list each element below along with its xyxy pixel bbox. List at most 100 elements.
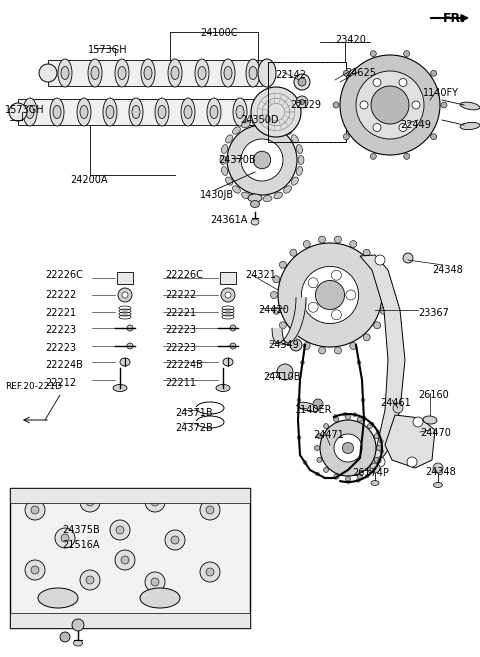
Circle shape (404, 153, 410, 160)
Circle shape (334, 415, 337, 419)
Circle shape (413, 417, 423, 427)
Circle shape (324, 424, 329, 428)
Circle shape (301, 266, 359, 324)
Ellipse shape (38, 588, 78, 608)
Circle shape (313, 399, 323, 409)
Ellipse shape (207, 98, 221, 126)
Text: 1573GH: 1573GH (88, 45, 128, 55)
Bar (48, 60, 262, 86)
Circle shape (383, 292, 389, 298)
Circle shape (431, 134, 437, 140)
Bar (268, 62, 346, 142)
Circle shape (206, 568, 214, 576)
Circle shape (225, 292, 231, 298)
Circle shape (303, 461, 307, 464)
Circle shape (296, 96, 308, 108)
Circle shape (290, 249, 297, 256)
Text: 22223: 22223 (165, 343, 196, 353)
Circle shape (80, 492, 100, 512)
Bar (268, 62, 346, 142)
Ellipse shape (291, 177, 298, 185)
Ellipse shape (460, 102, 480, 110)
Text: 23367: 23367 (418, 308, 449, 318)
Text: FR.: FR. (443, 12, 466, 25)
Ellipse shape (58, 59, 72, 87)
Circle shape (251, 87, 301, 137)
Circle shape (380, 307, 387, 314)
Circle shape (324, 467, 329, 472)
Circle shape (356, 478, 360, 482)
Circle shape (361, 398, 365, 402)
Ellipse shape (226, 177, 233, 185)
Ellipse shape (232, 127, 240, 134)
Circle shape (60, 632, 70, 642)
Circle shape (151, 578, 159, 586)
Ellipse shape (263, 118, 272, 124)
Circle shape (300, 361, 304, 365)
Circle shape (373, 124, 381, 131)
Circle shape (360, 437, 364, 441)
Circle shape (353, 413, 357, 417)
Ellipse shape (274, 122, 283, 128)
Circle shape (374, 434, 379, 439)
Text: 23420: 23420 (335, 35, 366, 45)
Circle shape (118, 288, 132, 302)
Ellipse shape (297, 402, 319, 412)
Bar (18, 99, 268, 125)
Text: 22129: 22129 (290, 100, 321, 110)
Circle shape (367, 467, 372, 472)
Text: 22221: 22221 (45, 308, 76, 318)
Ellipse shape (284, 127, 291, 134)
Ellipse shape (198, 66, 206, 79)
Circle shape (375, 255, 385, 265)
Circle shape (347, 480, 350, 484)
Ellipse shape (241, 192, 250, 199)
Ellipse shape (184, 106, 192, 118)
Circle shape (376, 430, 380, 434)
Text: 24370B: 24370B (218, 155, 256, 165)
Circle shape (221, 288, 235, 302)
Circle shape (393, 403, 403, 413)
Ellipse shape (284, 186, 291, 193)
Ellipse shape (115, 59, 129, 87)
Ellipse shape (233, 98, 247, 126)
Ellipse shape (298, 156, 304, 164)
Text: REF.20-221D: REF.20-221D (5, 382, 62, 391)
Ellipse shape (118, 66, 126, 79)
Ellipse shape (141, 59, 155, 87)
Circle shape (315, 472, 320, 476)
Circle shape (61, 534, 69, 542)
Bar (10, 488, 250, 503)
Circle shape (412, 101, 420, 109)
Text: 22449: 22449 (400, 120, 431, 130)
Ellipse shape (460, 122, 480, 129)
Circle shape (376, 445, 382, 451)
Circle shape (294, 74, 310, 90)
Text: 24470: 24470 (420, 428, 451, 438)
Circle shape (320, 420, 376, 476)
Bar (220, 272, 236, 284)
Circle shape (145, 572, 165, 592)
Circle shape (380, 276, 387, 283)
Circle shape (145, 492, 165, 512)
Text: 22224B: 22224B (45, 360, 83, 370)
Text: 24461: 24461 (380, 398, 411, 408)
Ellipse shape (91, 66, 99, 79)
Circle shape (352, 462, 356, 466)
Ellipse shape (241, 122, 250, 128)
Text: 22226C: 22226C (165, 270, 203, 280)
Circle shape (375, 457, 385, 467)
Ellipse shape (232, 186, 240, 193)
Circle shape (116, 526, 124, 534)
Circle shape (121, 556, 129, 564)
Text: 24471: 24471 (313, 430, 344, 440)
Text: 24200A: 24200A (70, 175, 108, 185)
Ellipse shape (129, 98, 143, 126)
Circle shape (358, 474, 362, 479)
Ellipse shape (181, 98, 195, 126)
Text: 22221: 22221 (165, 308, 196, 318)
Ellipse shape (274, 192, 283, 199)
Circle shape (127, 343, 133, 349)
Ellipse shape (77, 98, 91, 126)
Circle shape (25, 500, 45, 520)
